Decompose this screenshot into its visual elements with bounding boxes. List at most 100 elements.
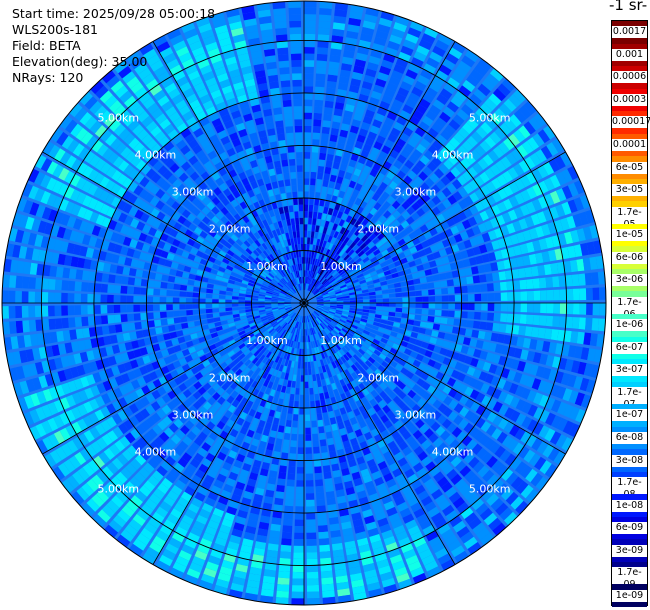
beta-cell [555,343,564,355]
beta-cell [354,220,361,229]
beta-cell [397,154,407,164]
beta-cell [335,343,342,351]
beta-cell [239,426,248,435]
beta-cell [318,426,325,434]
beta-cell [440,146,451,158]
beta-cell [332,429,340,438]
beta-cell [408,291,416,297]
beta-cell [212,507,224,518]
beta-cell [256,534,267,543]
beta-cell [152,453,164,464]
beta-cell [264,562,277,571]
beta-cell [67,305,75,316]
beta-cell [305,407,310,415]
beta-cell [521,140,534,154]
beta-cell [151,511,165,524]
beta-cell [339,379,346,387]
beta-cell [416,264,425,272]
beta-cell [312,265,316,272]
beta-cell [366,368,374,376]
beta-cell [316,346,321,354]
beta-cell [361,209,369,218]
beta-cell [197,486,209,496]
beta-cell [421,309,429,315]
beta-cell [528,253,537,265]
beta-cell [372,260,380,267]
beta-cell [100,315,109,325]
beta-cell [462,375,472,385]
beta-cell [145,546,160,559]
beta-cell [400,243,409,252]
beta-cell [332,262,339,269]
beta-cell [401,484,413,495]
beta-cell [269,470,278,479]
beta-cell [479,274,487,283]
beta-cell [475,234,485,245]
beta-cell [233,408,242,417]
beta-cell [326,81,337,89]
beta-cell [241,497,252,506]
beta-cell [422,303,429,309]
beta-cell [407,496,419,507]
beta-cell [283,323,289,330]
beta-cell [325,377,331,386]
beta-cell [281,337,287,344]
beta-cell [329,450,337,459]
beta-cell [393,524,406,535]
beta-cell [343,263,350,270]
beta-cell [287,325,293,333]
beta-cell [484,167,496,180]
beta-cell [410,502,423,513]
beta-cell [151,412,162,423]
beta-cell [267,381,274,389]
beta-cell [272,510,282,519]
beta-cell [415,296,423,302]
beta-cell [129,543,144,557]
beta-cell [263,455,272,464]
beta-cell [258,377,266,385]
beta-cell [317,332,322,339]
beta-cell [427,566,442,578]
beta-cell [506,313,514,323]
beta-cell [579,377,590,392]
beta-cell [445,325,454,333]
beta-cell [291,598,304,605]
beta-cell [513,314,521,324]
beta-cell [361,363,369,371]
beta-cell [426,253,435,262]
beta-cell [365,68,377,78]
beta-cell [472,479,486,492]
beta-cell [441,58,456,71]
beta-cell [346,382,354,391]
beta-cell [349,195,357,203]
beta-cell [350,251,358,259]
beta-cell [368,356,376,364]
beta-cell [300,315,302,323]
beta-cell [284,359,289,367]
beta-cell [283,352,288,360]
beta-cell [467,294,475,302]
beta-cell [81,482,95,497]
beta-cell [438,273,447,280]
beta-cell [539,460,552,475]
beta-cell [585,287,593,300]
beta-cell [352,244,360,252]
beta-cell [441,446,453,458]
beta-cell [287,318,293,325]
beta-cell [314,466,322,474]
beta-cell [352,321,360,327]
beta-cell [186,291,193,298]
beta-cell [15,290,22,303]
beta-cell [369,125,380,135]
beta-cell [505,270,513,280]
beta-cell [120,304,127,313]
beta-cell [305,447,312,454]
beta-cell [310,407,316,415]
beta-cell [497,188,508,200]
beta-cell [504,511,518,526]
beta-cell [375,455,385,465]
beta-cell [461,294,469,302]
beta-cell [481,488,495,502]
beta-cell [274,390,281,399]
beta-cell [329,376,335,384]
